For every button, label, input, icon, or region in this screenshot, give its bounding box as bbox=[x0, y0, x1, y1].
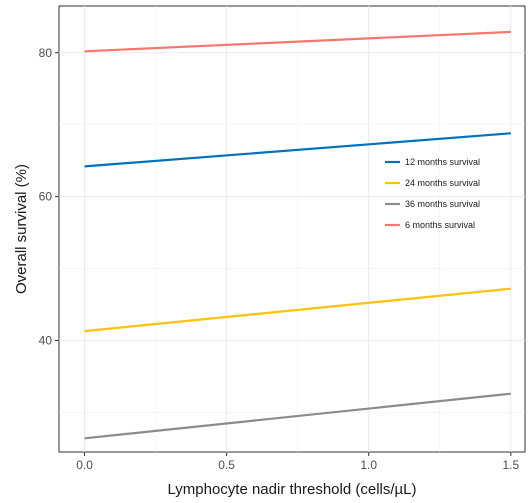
x-axis-title: Lymphocyte nadir threshold (cells/µL) bbox=[167, 481, 416, 498]
y-axis-ticks: 40 60 80 bbox=[39, 46, 59, 348]
plot-panel bbox=[58, 5, 526, 453]
x-tick-label: 1.0 bbox=[360, 458, 377, 472]
series-lines bbox=[84, 30, 511, 440]
y-tick-label: 80 bbox=[39, 46, 53, 60]
legend-label-4: 6 months survival bbox=[405, 220, 475, 230]
x-axis-ticks: 0.0 0.5 1.0 1.5 bbox=[76, 452, 519, 472]
y-tick-label: 40 bbox=[39, 334, 53, 348]
x-tick-label: 0.5 bbox=[218, 458, 235, 472]
legend-label-1: 12 months survival bbox=[405, 157, 480, 167]
series-line-3 bbox=[84, 392, 511, 440]
y-axis-title: Overall survival (%) bbox=[13, 164, 30, 294]
series-line-4 bbox=[84, 30, 511, 53]
major-gridlines bbox=[59, 6, 525, 452]
legend: 12 months survival 24 months survival 36 m… bbox=[385, 157, 480, 230]
minor-gridlines bbox=[59, 6, 525, 452]
x-tick-label: 1.5 bbox=[502, 458, 519, 472]
series-line-1 bbox=[84, 132, 511, 168]
y-tick-label: 60 bbox=[39, 190, 53, 204]
series-line-2 bbox=[84, 287, 511, 333]
x-tick-label: 0.0 bbox=[76, 458, 93, 472]
legend-label-2: 24 months survival bbox=[405, 178, 480, 188]
legend-label-3: 36 months survival bbox=[405, 199, 480, 209]
